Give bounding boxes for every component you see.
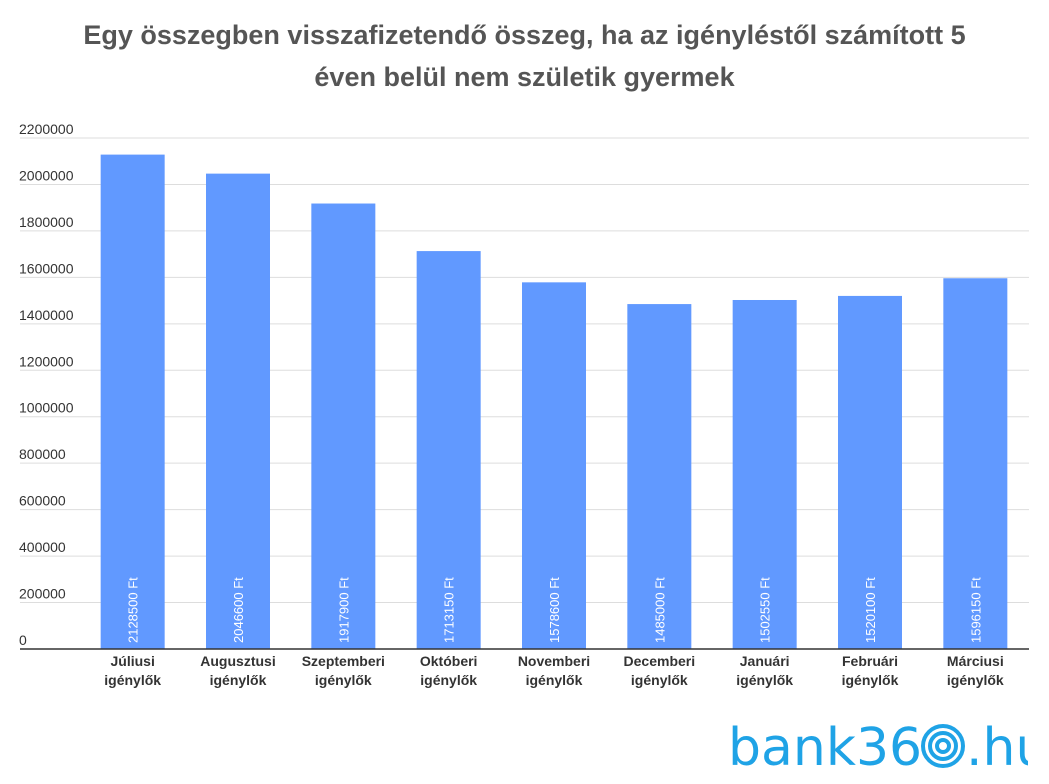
- data-label: 1520100 Ft: [863, 577, 878, 643]
- data-label: 1578600 Ft: [547, 577, 562, 643]
- data-label: 1485000 Ft: [652, 577, 667, 643]
- x-tick-label: Szeptemberi: [302, 653, 385, 669]
- x-tick-label: Márciusi: [947, 653, 1004, 669]
- x-tick-label: Januári: [740, 653, 790, 669]
- x-tick-label: igénylők: [631, 672, 688, 688]
- bar: [206, 173, 270, 650]
- data-label: 2128500 Ft: [126, 577, 141, 643]
- x-tick-label: igénylők: [526, 672, 583, 688]
- x-tick-label: Februári: [842, 653, 898, 669]
- chart-title-line-2: éven belül nem születik gyermek: [314, 62, 735, 92]
- y-tick-label: 2000000: [19, 167, 74, 183]
- x-tick-label: igénylők: [210, 672, 267, 688]
- y-tick-label: 0: [19, 632, 27, 648]
- x-tick-label: igénylők: [842, 672, 899, 688]
- x-tick-label: Augusztusi: [200, 653, 275, 669]
- y-tick-label: 800000: [19, 446, 66, 462]
- x-tick-label: igénylők: [315, 672, 372, 688]
- bar: [838, 295, 902, 649]
- data-label: 1596150 Ft: [968, 577, 983, 643]
- chart-title: Egy összegben visszafizetendő összeg, ha…: [0, 14, 1049, 98]
- y-tick-label: 200000: [19, 586, 66, 602]
- y-tick-label: 2200000: [19, 121, 74, 137]
- bar: [311, 203, 376, 649]
- y-tick-label: 1400000: [19, 307, 74, 323]
- x-tick-label: Júliusi: [110, 653, 154, 669]
- y-tick-label: 400000: [19, 539, 66, 555]
- logo-zero-swirl-icon: [921, 724, 965, 768]
- y-tick-label: 1000000: [19, 400, 74, 416]
- bar: [627, 304, 692, 649]
- data-label: 1502550 Ft: [758, 577, 773, 643]
- bar: [100, 154, 165, 650]
- x-tick-label: Novemberi: [518, 653, 590, 669]
- x-tick-label: igénylők: [736, 672, 793, 688]
- x-tick-label: Decemberi: [624, 653, 696, 669]
- data-label: 1713150 Ft: [442, 577, 457, 643]
- x-tick-label: igénylők: [420, 672, 477, 688]
- data-label: 1917900 Ft: [336, 577, 351, 643]
- chart-title-line-1: Egy összegben visszafizetendő összeg, ha…: [83, 20, 966, 50]
- logo-suffix: .hu: [966, 718, 1028, 778]
- bar: [943, 278, 1008, 649]
- y-tick-label: 1200000: [19, 353, 74, 369]
- bank360-logo: bank36 .hu: [728, 718, 1028, 778]
- data-label: 2046600 Ft: [231, 577, 246, 643]
- bar: [732, 299, 797, 649]
- bar: [522, 282, 586, 649]
- y-tick-label: 600000: [19, 493, 66, 509]
- x-tick-label: igénylők: [947, 672, 1004, 688]
- bar: [416, 251, 481, 649]
- y-tick-label: 1800000: [19, 214, 74, 230]
- logo-prefix: bank36: [728, 718, 922, 778]
- x-tick-label: igénylők: [104, 672, 161, 688]
- x-tick-label: Októberi: [420, 653, 478, 669]
- y-tick-label: 1600000: [19, 260, 74, 276]
